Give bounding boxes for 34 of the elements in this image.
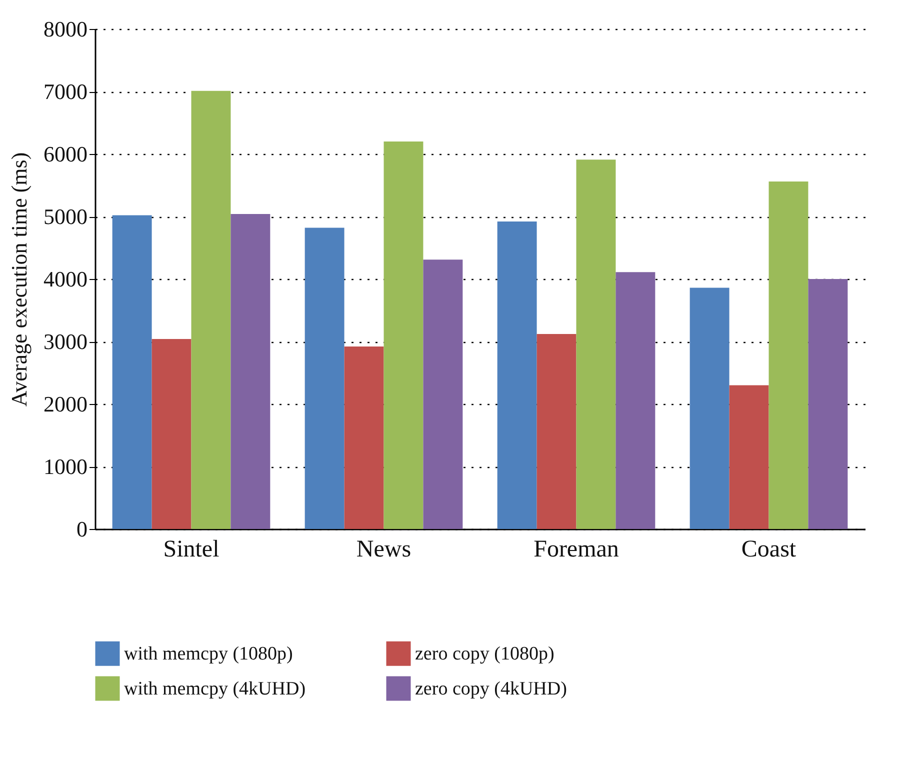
- x-tick-label: News: [356, 536, 412, 562]
- x-tick-label: Foreman: [534, 536, 619, 562]
- x-tick-label: Coast: [741, 536, 796, 562]
- bar: [690, 288, 730, 529]
- bar: [304, 228, 344, 529]
- y-tick-label: 6000: [44, 142, 88, 166]
- y-tick-label: 2000: [44, 392, 88, 416]
- bar: [384, 142, 424, 529]
- y-tick-label: 7000: [44, 79, 88, 104]
- legend-label: with memcpy (4kUHD): [124, 678, 306, 700]
- bar: [423, 260, 463, 529]
- y-axis-title: Average execution time (ms): [6, 152, 32, 407]
- bar: [344, 346, 384, 529]
- y-tick-label: 1000: [44, 454, 88, 479]
- bar: [191, 90, 231, 529]
- bar: [768, 182, 808, 529]
- bar: [536, 334, 576, 529]
- bar: [616, 272, 656, 529]
- y-tick-label: 0: [76, 516, 88, 542]
- y-tick-label: 8000: [44, 16, 88, 42]
- bar: [808, 279, 848, 529]
- y-tick-label: 4000: [44, 266, 88, 292]
- y-tick-label: 3000: [44, 329, 88, 354]
- bar: [729, 385, 769, 529]
- bar: [576, 160, 616, 529]
- bar: [112, 215, 152, 529]
- legend-label: zero copy (4kUHD): [415, 678, 567, 700]
- bar: [152, 339, 192, 529]
- legend-label: zero copy (1080p): [415, 644, 554, 665]
- x-tick-label: Sintel: [163, 536, 220, 562]
- y-tick-label: 5000: [44, 204, 88, 229]
- bar: [497, 222, 537, 529]
- legend-label: with memcpy (1080p): [124, 644, 293, 665]
- bar: [230, 214, 270, 529]
